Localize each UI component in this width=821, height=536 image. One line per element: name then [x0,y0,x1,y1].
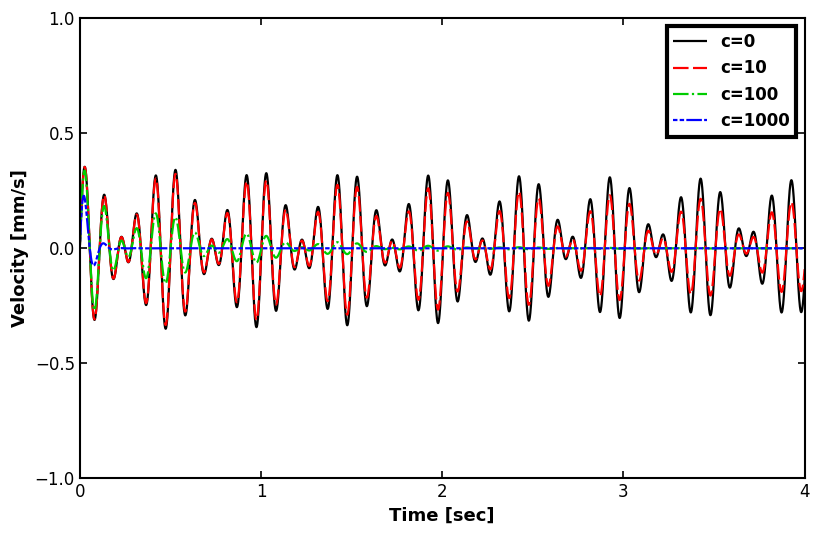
c=0 [800,276,810,282]
c=100 [80,167,89,174]
c=10 [78,175,88,181]
c=100 [217,245,227,252]
c=1000 [800,245,810,251]
Line: c=0: c=0 [80,167,805,329]
c=10 [118,237,128,244]
c=1000 [105,245,115,252]
c=0 [105,251,115,257]
c=10 [800,266,810,272]
c=0 [761,248,771,255]
Y-axis label: Velocity [mm/s]: Velocity [mm/s] [11,169,29,327]
c=10 [105,250,115,257]
c=1000 [78,194,88,200]
c=100 [761,245,771,251]
c=1000 [118,245,128,251]
X-axis label: Time [sec]: Time [sec] [389,507,495,525]
c=0 [429,272,439,279]
c=100 [78,177,88,183]
c=0 [217,247,227,253]
c=100 [75,245,85,251]
c=0 [161,325,171,332]
c=1000 [89,263,99,269]
c=100 [800,245,810,251]
c=10 [429,267,439,274]
c=100 [429,246,439,252]
c=1000 [75,245,85,251]
c=1000 [79,192,89,199]
Line: c=10: c=10 [80,167,805,325]
Legend: c=0, c=10, c=100, c=1000: c=0, c=10, c=100, c=1000 [667,26,796,137]
c=0 [75,245,85,251]
c=10 [80,164,89,170]
c=100 [89,307,99,314]
c=0 [80,163,89,170]
c=10 [75,245,85,251]
c=10 [761,247,771,254]
Line: c=1000: c=1000 [80,196,805,266]
c=1000 [761,245,771,251]
c=0 [118,237,128,244]
c=1000 [429,245,439,251]
c=1000 [217,245,227,251]
c=10 [217,246,227,252]
c=0 [78,175,88,181]
c=100 [105,250,115,256]
Line: c=100: c=100 [80,170,805,310]
c=100 [118,240,128,247]
c=10 [161,322,171,328]
